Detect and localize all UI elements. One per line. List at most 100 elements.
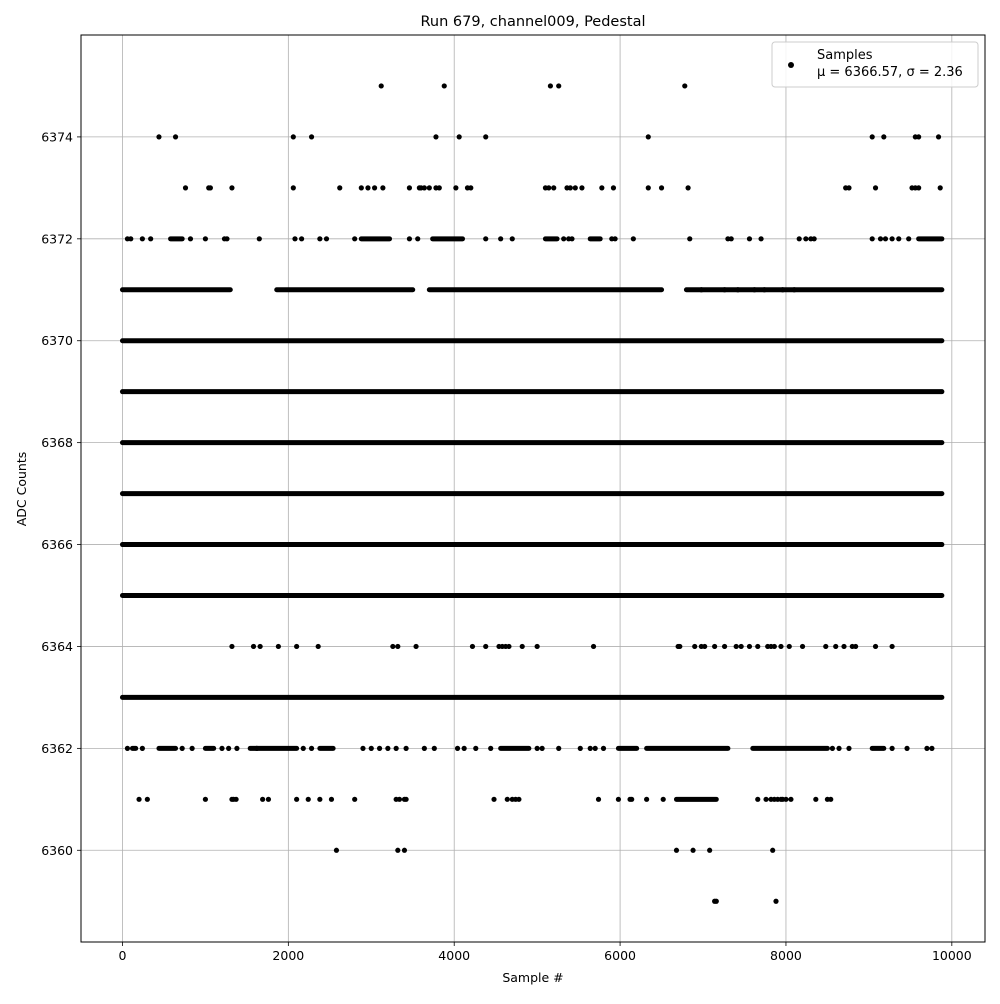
sample-point <box>390 643 396 650</box>
sample-point <box>577 745 583 751</box>
sample-point <box>144 796 150 802</box>
sample-point <box>395 643 401 650</box>
sample-point <box>483 134 489 140</box>
sample-point <box>906 236 912 242</box>
sample-point <box>380 185 386 191</box>
sample-point <box>803 236 809 242</box>
sample-point <box>698 287 704 293</box>
sample-point <box>612 236 618 242</box>
sample-point <box>733 643 739 650</box>
y-tick-label: 6364 <box>41 639 73 654</box>
sample-point <box>592 745 598 751</box>
sample-point <box>702 643 708 650</box>
chart-title: Run 679, channel009, Pedestal <box>420 14 645 30</box>
legend-stats: μ = 6366.57, σ = 2.36 <box>817 65 963 80</box>
sample-point <box>461 745 467 751</box>
sample-point <box>828 796 834 802</box>
x-axis-label: Sample # <box>502 970 563 985</box>
sample-point <box>687 236 693 242</box>
sample-point <box>498 236 504 242</box>
sample-point <box>292 236 298 242</box>
sample-point <box>600 745 607 751</box>
sample-point <box>519 643 525 650</box>
sample-point <box>406 185 413 191</box>
sample-point <box>869 134 875 140</box>
sample-point <box>645 185 651 191</box>
sample-point <box>403 796 409 802</box>
sample-point <box>833 643 839 650</box>
sample-point <box>431 745 437 751</box>
x-tick-label: 10000 <box>932 948 972 963</box>
sample-point <box>889 745 895 751</box>
sample-point <box>721 643 728 650</box>
sample-point <box>738 643 744 650</box>
sample-point <box>371 185 378 191</box>
sample-point <box>746 236 753 242</box>
sample-point <box>426 185 432 191</box>
sample-point <box>406 236 413 242</box>
sample-point <box>929 745 935 751</box>
sample-point <box>778 643 784 650</box>
sample-point <box>561 236 567 242</box>
sample-point <box>755 643 761 650</box>
sample-point <box>317 236 323 242</box>
sample-point <box>673 847 680 853</box>
sample-point <box>358 185 364 191</box>
sample-point <box>780 287 786 293</box>
sample-point <box>677 643 683 650</box>
sample-point <box>846 185 852 191</box>
sample-point <box>250 643 257 650</box>
sample-point <box>853 643 859 650</box>
y-tick-label: 6370 <box>41 333 73 348</box>
sample-point <box>393 745 399 751</box>
sample-point <box>761 287 767 293</box>
sample-point <box>692 643 698 650</box>
sample-point <box>403 745 409 751</box>
sample-point <box>924 745 930 751</box>
sample-point <box>396 796 403 802</box>
sample-point <box>421 745 427 751</box>
x-tick-label: 4000 <box>438 948 470 963</box>
x-tick-label: 0 <box>118 948 126 963</box>
sample-point <box>869 236 875 242</box>
sample-point <box>136 796 142 802</box>
sample-point <box>229 643 235 650</box>
sample-point <box>682 83 688 89</box>
sample-point <box>260 796 266 802</box>
sample-point <box>937 185 943 191</box>
sample-point <box>712 643 718 650</box>
sample-point <box>207 185 213 191</box>
sample-point <box>317 796 323 802</box>
sample-point <box>595 796 602 802</box>
sample-point <box>799 643 806 650</box>
x-tick-label: 8000 <box>770 948 802 963</box>
legend-label: Samples <box>817 48 873 63</box>
points-layer <box>119 83 945 904</box>
sample-point <box>579 185 585 191</box>
sample-point <box>556 83 562 89</box>
sample-point <box>539 745 545 751</box>
sample-point <box>299 236 305 242</box>
sample-point <box>187 236 194 242</box>
sample-point <box>770 847 776 853</box>
sample-point <box>556 745 562 751</box>
sample-point <box>755 796 761 802</box>
sample-point <box>658 185 665 191</box>
sample-point <box>707 847 713 853</box>
y-tick-label: 6374 <box>41 129 73 144</box>
sample-point <box>629 796 635 802</box>
sample-point <box>896 236 902 242</box>
sample-point <box>229 185 235 191</box>
sample-point <box>182 185 189 191</box>
sample-point <box>360 745 366 751</box>
sample-point <box>746 643 753 650</box>
sample-point <box>660 796 666 802</box>
sample-point <box>308 134 315 140</box>
sample-point <box>156 134 162 140</box>
sample-point <box>453 185 459 191</box>
sample-point <box>491 796 497 802</box>
sample-point <box>421 185 427 191</box>
sample-point <box>599 185 605 191</box>
sample-point <box>436 185 442 191</box>
